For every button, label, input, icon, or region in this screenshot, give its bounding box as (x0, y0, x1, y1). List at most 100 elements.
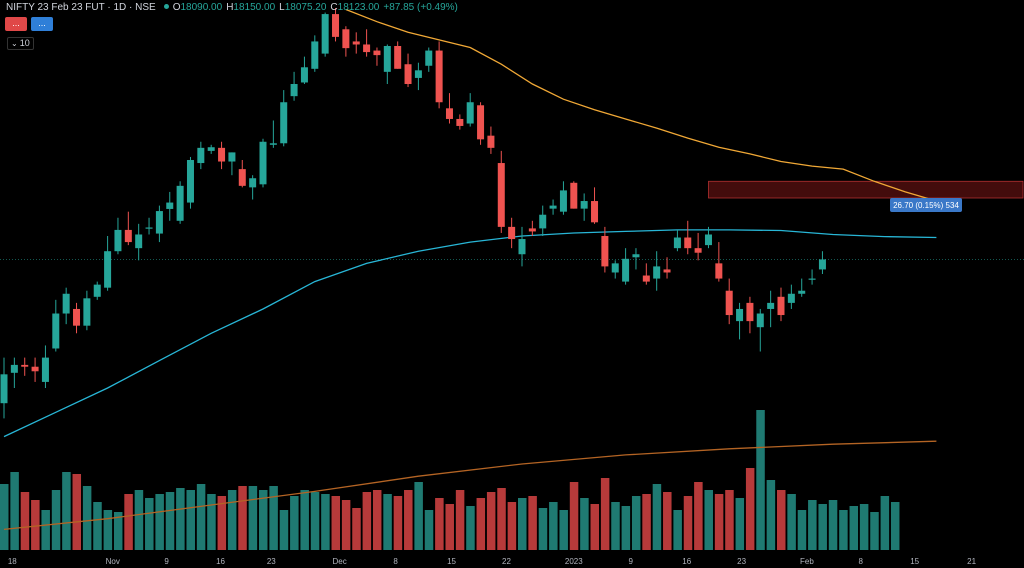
x-axis-tick-label: 8 (393, 557, 398, 566)
volume-bar (839, 510, 848, 550)
volume-bar (828, 500, 838, 550)
symbol-title: NIFTY 23 Feb 23 FUT · 1D · NSE (6, 2, 156, 13)
candle (10, 364, 18, 373)
candle (663, 269, 671, 273)
volume-bar (93, 502, 102, 550)
volume-bar (186, 490, 195, 550)
volume-bar (0, 484, 9, 550)
candle (767, 302, 775, 309)
volume-bar (797, 510, 807, 550)
volume-bar (538, 508, 548, 550)
volume-bar (507, 502, 517, 550)
volume-bar (10, 472, 19, 550)
candle (238, 169, 246, 186)
candle (653, 266, 661, 279)
chevron-down-icon: ⌄ (11, 39, 18, 48)
candle (425, 50, 433, 66)
volume-bar (331, 496, 341, 550)
volume-bar (227, 490, 237, 550)
volume-bar (113, 512, 123, 550)
candle (332, 14, 340, 37)
volume-bar (745, 468, 755, 550)
volume-bar (321, 494, 330, 550)
volume-bar (880, 496, 890, 550)
x-axis-tick-label: 23 (737, 557, 746, 566)
volume-bar (165, 492, 175, 550)
candle (694, 248, 702, 253)
x-axis-tick-label: 15 (910, 557, 919, 566)
candle (207, 147, 215, 151)
volume-bar (134, 490, 144, 550)
candle (259, 141, 267, 185)
candle (456, 118, 464, 126)
volume-bar (155, 494, 164, 550)
x-axis-tick-label: Dec (333, 557, 347, 566)
candle (559, 190, 567, 212)
ohlc-open-label: O (172, 2, 181, 13)
volume-bar (259, 490, 268, 550)
volume-bar (735, 498, 745, 550)
candle (218, 147, 226, 162)
volume-bar (414, 482, 423, 550)
candle (135, 234, 143, 249)
volume-bar (352, 508, 361, 550)
candle (715, 263, 723, 279)
candle (622, 258, 630, 282)
volume-bar (849, 506, 859, 550)
candle (41, 357, 49, 382)
indicator-buttons: ... ... (5, 17, 53, 31)
candle (777, 296, 785, 316)
x-axis-tick-label: 16 (216, 557, 225, 566)
volume-bar (818, 504, 827, 550)
candle (591, 201, 599, 223)
moving-average-line-2 (3, 440, 937, 531)
candle (249, 178, 257, 188)
candle (632, 254, 640, 258)
volume-bar (103, 510, 113, 550)
x-axis-tick-label: 21 (967, 557, 976, 566)
volume-bar (756, 410, 765, 550)
candle (373, 50, 381, 56)
volume-bar (424, 510, 434, 550)
volume-bar (41, 510, 50, 550)
candle (145, 227, 153, 229)
x-axis-tick-label: 18 (8, 557, 17, 566)
x-axis-tick-label: 9 (164, 557, 169, 566)
candle (363, 44, 371, 53)
ohlc-close: 18123.00 (337, 2, 380, 13)
candle (798, 290, 806, 294)
candle (269, 143, 277, 145)
candle (186, 160, 194, 203)
candle (725, 290, 733, 316)
volume-ma-pill[interactable]: ⌄ 10 (7, 37, 34, 50)
candle (611, 263, 619, 273)
candle (176, 185, 184, 221)
candle (321, 14, 329, 54)
candle (352, 41, 360, 45)
candle (21, 364, 29, 367)
candle (601, 236, 609, 267)
volume-bar (486, 492, 496, 550)
volume-bar (890, 502, 900, 550)
volume-bar (269, 486, 278, 550)
indicator-button-blue[interactable]: ... (31, 17, 53, 31)
candle (114, 229, 122, 252)
volume-bar (476, 498, 486, 550)
volume-bar (683, 496, 693, 550)
volume-bar (300, 490, 309, 550)
volume-bar (777, 490, 786, 550)
volume-bar (31, 500, 40, 550)
candle (497, 163, 505, 227)
moving-average-line-1 (3, 229, 937, 438)
candle (52, 313, 60, 349)
candle (414, 70, 422, 78)
candle (31, 366, 39, 372)
volume-bar (497, 488, 506, 550)
indicator-button-red[interactable]: ... (5, 17, 27, 31)
ohlc-low-label: L (279, 2, 285, 13)
candle (83, 298, 91, 326)
price-label-box (890, 198, 962, 212)
candle (808, 278, 816, 280)
volume-bar (455, 490, 465, 550)
